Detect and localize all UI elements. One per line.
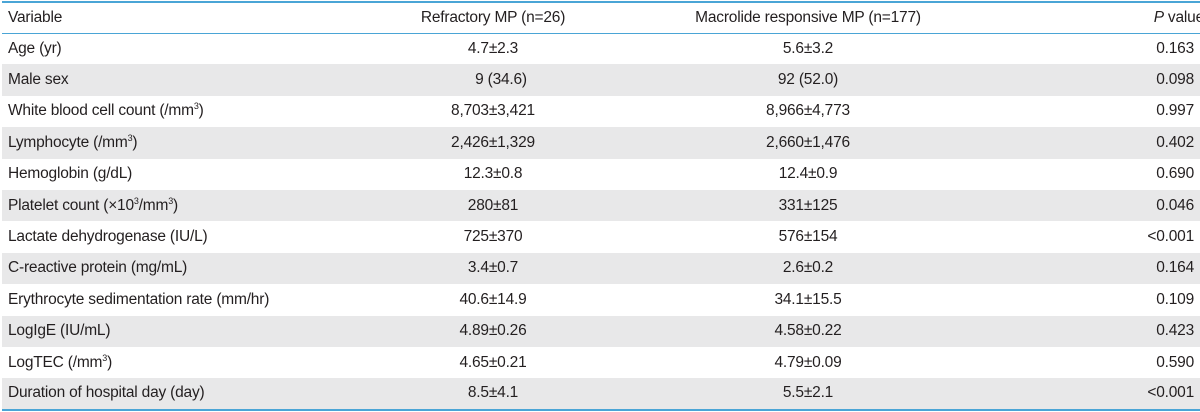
row-label-suffix: ) <box>173 196 179 214</box>
cell-macrolide: 34.1±15.5 <box>774 290 842 308</box>
row-label-suffix: ) <box>132 133 138 151</box>
row-label-middle: /mm <box>138 196 169 214</box>
row-label-suffix: ) <box>107 353 113 371</box>
row-label-superscript-2: 3 <box>168 195 174 206</box>
header-p-value: P value <box>968 2 1200 33</box>
table-body: Age (yr) 4.7±2.3 5.6±3.2 0.163 Male sex … <box>2 33 1200 410</box>
row-label: LogTEC (/mm3) <box>2 347 338 378</box>
table-row: Lactate dehydrogenase (IU/L) 725±370 576… <box>2 221 1200 252</box>
cell-p-value: 0.163 <box>1156 39 1194 57</box>
row-label: LogIgE (IU/mL) <box>8 322 111 340</box>
cell-refractory: 3.4±0.7 <box>467 259 519 277</box>
cell-macrolide: 331±125 <box>778 196 838 214</box>
row-label-superscript: 3 <box>127 132 133 143</box>
table-row: Male sex 9 (34.6) 92 (52.0) 0.098 <box>2 64 1200 96</box>
cell-refractory: 8,703±3,421 <box>451 102 535 120</box>
cell-refractory: 280±81 <box>467 196 519 214</box>
cell-p-value: 0.046 <box>1156 196 1194 214</box>
cell-refractory: 725±370 <box>463 228 523 246</box>
header-p-letter: P <box>1153 8 1164 26</box>
row-label-superscript: 3 <box>193 101 199 112</box>
cell-refractory: 4.7±2.3 <box>467 39 519 57</box>
table-row: Lymphocyte (/mm3) 2,426±1,329 2,660±1,47… <box>2 127 1200 159</box>
cell-p-value: 0.109 <box>1156 290 1194 308</box>
row-label: Erythrocyte sedimentation rate (mm/hr) <box>8 290 270 308</box>
row-label-text: LogTEC (/mm <box>8 353 103 371</box>
header-macrolide: Macrolide responsive MP (n=177) <box>695 8 921 26</box>
header-p-rest: value <box>1163 8 1200 26</box>
row-label: Lactate dehydrogenase (IU/L) <box>8 228 208 246</box>
cell-p-value: 0.098 <box>1156 71 1194 89</box>
cell-p-value: 0.423 <box>1156 322 1194 340</box>
cell-p-value: 0.402 <box>1156 133 1194 151</box>
cell-refractory: 4.65±0.21 <box>459 353 527 371</box>
table-row: LogIgE (IU/mL) 4.89±0.26 4.58±0.22 0.423 <box>2 315 1200 347</box>
cell-refractory: 4.89±0.26 <box>459 322 527 340</box>
cell-p-value: 0.690 <box>1156 165 1194 183</box>
cell-macrolide: 5.6±3.2 <box>782 39 834 57</box>
cell-refractory: 40.6±14.9 <box>459 290 527 308</box>
cell-p-value: <0.001 <box>1147 384 1194 402</box>
row-label: Duration of hospital day (day) <box>8 384 205 402</box>
row-label-superscript: 3 <box>102 352 108 363</box>
row-label: Platelet count (×103/mm3) <box>2 190 338 221</box>
cell-p-value: <0.001 <box>1147 228 1194 246</box>
row-label-text: Platelet count (×10 <box>8 196 134 214</box>
cell-refractory: 8.5±4.1 <box>467 384 519 402</box>
table-header: Variable Refractory MP (n=26) Macrolide … <box>2 2 1200 33</box>
cell-macrolide: 12.4±0.9 <box>778 165 838 183</box>
table-row: White blood cell count (/mm3) 8,703±3,42… <box>2 96 1200 127</box>
row-label: C-reactive protein (mg/mL) <box>8 259 188 277</box>
cell-macrolide: 576±154 <box>778 228 838 246</box>
cell-macrolide: 2.6±0.2 <box>782 259 834 277</box>
cell-p-value: 0.590 <box>1156 353 1194 371</box>
table-row: C-reactive protein (mg/mL) 3.4±0.7 2.6±0… <box>2 252 1200 285</box>
header-row: Variable Refractory MP (n=26) Macrolide … <box>2 2 1200 33</box>
cell-refractory-value: 9 (34.6) <box>475 71 527 89</box>
cell-p-value: 0.997 <box>1156 102 1194 120</box>
cell-macrolide: 92 (52.0) <box>777 71 839 89</box>
row-label: Lymphocyte (/mm3) <box>2 127 338 158</box>
cell-macrolide: 4.58±0.22 <box>774 322 842 340</box>
table-row: Platelet count (×103/mm3) 280±81 331±125… <box>2 189 1200 222</box>
cell-refractory: 12.3±0.8 <box>463 165 523 183</box>
row-label: Age (yr) <box>8 39 62 57</box>
header-refractory: Refractory MP (n=26) <box>420 8 566 26</box>
row-label-superscript: 3 <box>133 195 139 206</box>
row-label-suffix: ) <box>198 102 204 120</box>
header-variable: Variable <box>8 8 63 26</box>
row-label: White blood cell count (/mm3) <box>2 96 338 127</box>
table-row: Hemoglobin (g/dL) 12.3±0.8 12.4±0.9 0.69… <box>2 159 1200 190</box>
row-label-text: White blood cell count (/mm <box>8 102 194 120</box>
cell-refractory: 2,426±1,329 <box>451 133 535 151</box>
cell-p-value: 0.164 <box>1156 259 1194 277</box>
table-row: Erythrocyte sedimentation rate (mm/hr) 4… <box>2 284 1200 315</box>
row-label: Hemoglobin (g/dL) <box>8 165 133 183</box>
row-label-text: Lymphocyte (/mm <box>8 133 128 151</box>
cell-macrolide: 2,660±1,476 <box>766 133 850 151</box>
cell-macrolide: 8,966±4,773 <box>766 102 850 120</box>
cell-refractory: 9 (34.6) <box>338 64 648 95</box>
cell-macrolide: 5.5±2.1 <box>782 384 834 402</box>
table-row: Duration of hospital day (day) 8.5±4.1 5… <box>2 378 1200 410</box>
table-row: LogTEC (/mm3) 4.65±0.21 4.79±0.09 0.590 <box>2 347 1200 378</box>
table-row: Age (yr) 4.7±2.3 5.6±3.2 0.163 <box>2 33 1200 64</box>
row-label: Male sex <box>8 71 69 89</box>
cell-macrolide: 4.79±0.09 <box>774 353 842 371</box>
